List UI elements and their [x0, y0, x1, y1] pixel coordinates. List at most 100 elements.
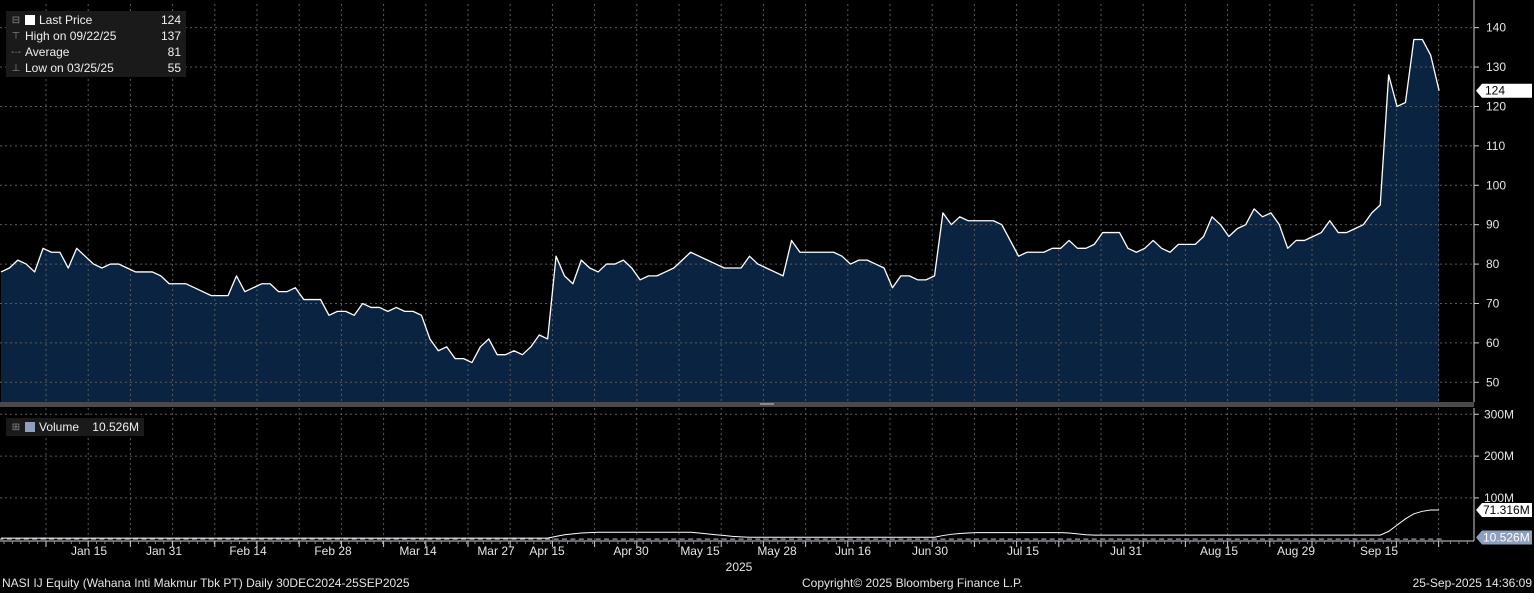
average-marker-icon: -·- [11, 46, 21, 58]
volume-bar [553, 538, 559, 540]
x-tick-label: Jan 15 [71, 544, 107, 558]
volume-bar [1091, 538, 1097, 540]
volume-bar [32, 538, 38, 540]
volume-bar [191, 538, 197, 540]
volume-bar [1024, 538, 1030, 540]
volume-bar [175, 538, 181, 540]
volume-bar [1175, 538, 1181, 540]
volume-bar [511, 538, 517, 540]
volume-bar [721, 538, 727, 540]
volume-bar [149, 538, 155, 540]
last-price-tag [1476, 83, 1532, 98]
volume-bar [1394, 538, 1400, 540]
price-tick-label: 50 [1486, 375, 1500, 389]
volume-bar [1428, 538, 1434, 540]
volume-bar [15, 538, 21, 540]
volume-bar [570, 538, 576, 540]
volume-bar [486, 538, 492, 540]
volume-bar [503, 538, 509, 540]
volume-bar [1150, 538, 1156, 540]
volume-bar [1260, 538, 1265, 540]
volume-bar [284, 538, 290, 540]
volume-bar [1201, 538, 1207, 540]
volume-bar [1419, 538, 1425, 540]
volume-bar [646, 538, 652, 540]
legend-high[interactable]: ⊤ High on 09/22/25 137 [11, 28, 181, 44]
volume-bar [604, 538, 610, 540]
volume-bar [1310, 538, 1316, 540]
volume-bar [982, 538, 988, 540]
volume-bar [1226, 538, 1232, 540]
volume-bar [410, 538, 416, 540]
volume-bar [74, 538, 80, 540]
security-description: NASI IJ Equity (Wahana Inti Makmur Tbk P… [2, 576, 410, 590]
high-label: High on 09/22/25 [25, 29, 117, 43]
volume-bar [578, 538, 584, 540]
volume-bar [561, 538, 567, 540]
volume-bar [847, 538, 853, 540]
volume-bar [519, 538, 525, 540]
volume-bar [965, 538, 971, 540]
volume-bar [334, 538, 340, 540]
volume-bar [141, 538, 147, 540]
volume-bar [1032, 538, 1038, 540]
volume-bar [948, 538, 954, 540]
price-tick-label: 70 [1486, 296, 1500, 310]
volume-bar [932, 538, 938, 540]
x-tick-label: Apr 15 [529, 544, 565, 558]
volume-bar [957, 538, 963, 540]
price-area [1, 39, 1440, 402]
volume-bar [1066, 538, 1072, 540]
legend-last-price[interactable]: ⊟ Last Price 124 [11, 12, 181, 28]
x-tick-label: Jun 16 [835, 544, 871, 558]
volume-bar [301, 538, 307, 540]
volume-bar [696, 538, 702, 540]
volume-value: 10.526M [92, 420, 139, 434]
legend-volume[interactable]: ⊞ Volume 10.526M [11, 419, 139, 435]
volume-bar [1318, 538, 1324, 540]
volume-bar [587, 538, 593, 540]
volume-bar [158, 538, 164, 540]
volume-bar [629, 538, 635, 540]
volume-bar [1243, 538, 1249, 540]
volume-bar [385, 538, 391, 540]
collapse-icon[interactable]: ⊟ [11, 14, 21, 26]
volume-bar [738, 538, 744, 540]
x-tick-label: May 28 [757, 544, 797, 558]
volume-bar [1251, 538, 1257, 540]
panel-divider [0, 402, 1474, 407]
volume-tick-label: 300M [1484, 407, 1514, 421]
volume-bar [23, 538, 29, 540]
volume-bar [419, 538, 424, 540]
x-tick-label: Feb 28 [314, 544, 352, 558]
volume-bar [82, 538, 88, 540]
volume-bar [805, 538, 811, 540]
volume-bar [1285, 538, 1291, 540]
volume-bar [376, 538, 382, 540]
volume-bar [99, 538, 105, 540]
volume-tick-label: 200M [1484, 449, 1514, 463]
volume-bar [494, 538, 500, 540]
volume-bar [1184, 538, 1190, 540]
legend-low[interactable]: ⊥ Low on 03/25/25 55 [11, 60, 181, 76]
volume-bar [856, 538, 862, 540]
volume-last-tag-label: 10.526M [1483, 530, 1530, 544]
volume-bar [393, 538, 399, 540]
volume-bar [48, 538, 54, 540]
volume-bar [1167, 538, 1173, 540]
volume-bar [1100, 538, 1106, 540]
volume-bar [1108, 538, 1114, 540]
volume-bar [40, 537, 46, 540]
price-tick-label: 100 [1486, 178, 1506, 192]
volume-bar [1344, 538, 1350, 540]
volume-bar [1041, 538, 1047, 540]
volume-bar [91, 538, 97, 540]
expand-icon[interactable]: ⊞ [11, 421, 21, 433]
volume-bar [1074, 538, 1080, 540]
volume-bar [1049, 538, 1055, 540]
x-tick-label: Mar 27 [477, 544, 515, 558]
low-value: 55 [167, 61, 181, 75]
volume-bar [116, 538, 122, 540]
legend-average[interactable]: -·- Average 81 [11, 44, 181, 60]
volume-bar [822, 538, 828, 540]
